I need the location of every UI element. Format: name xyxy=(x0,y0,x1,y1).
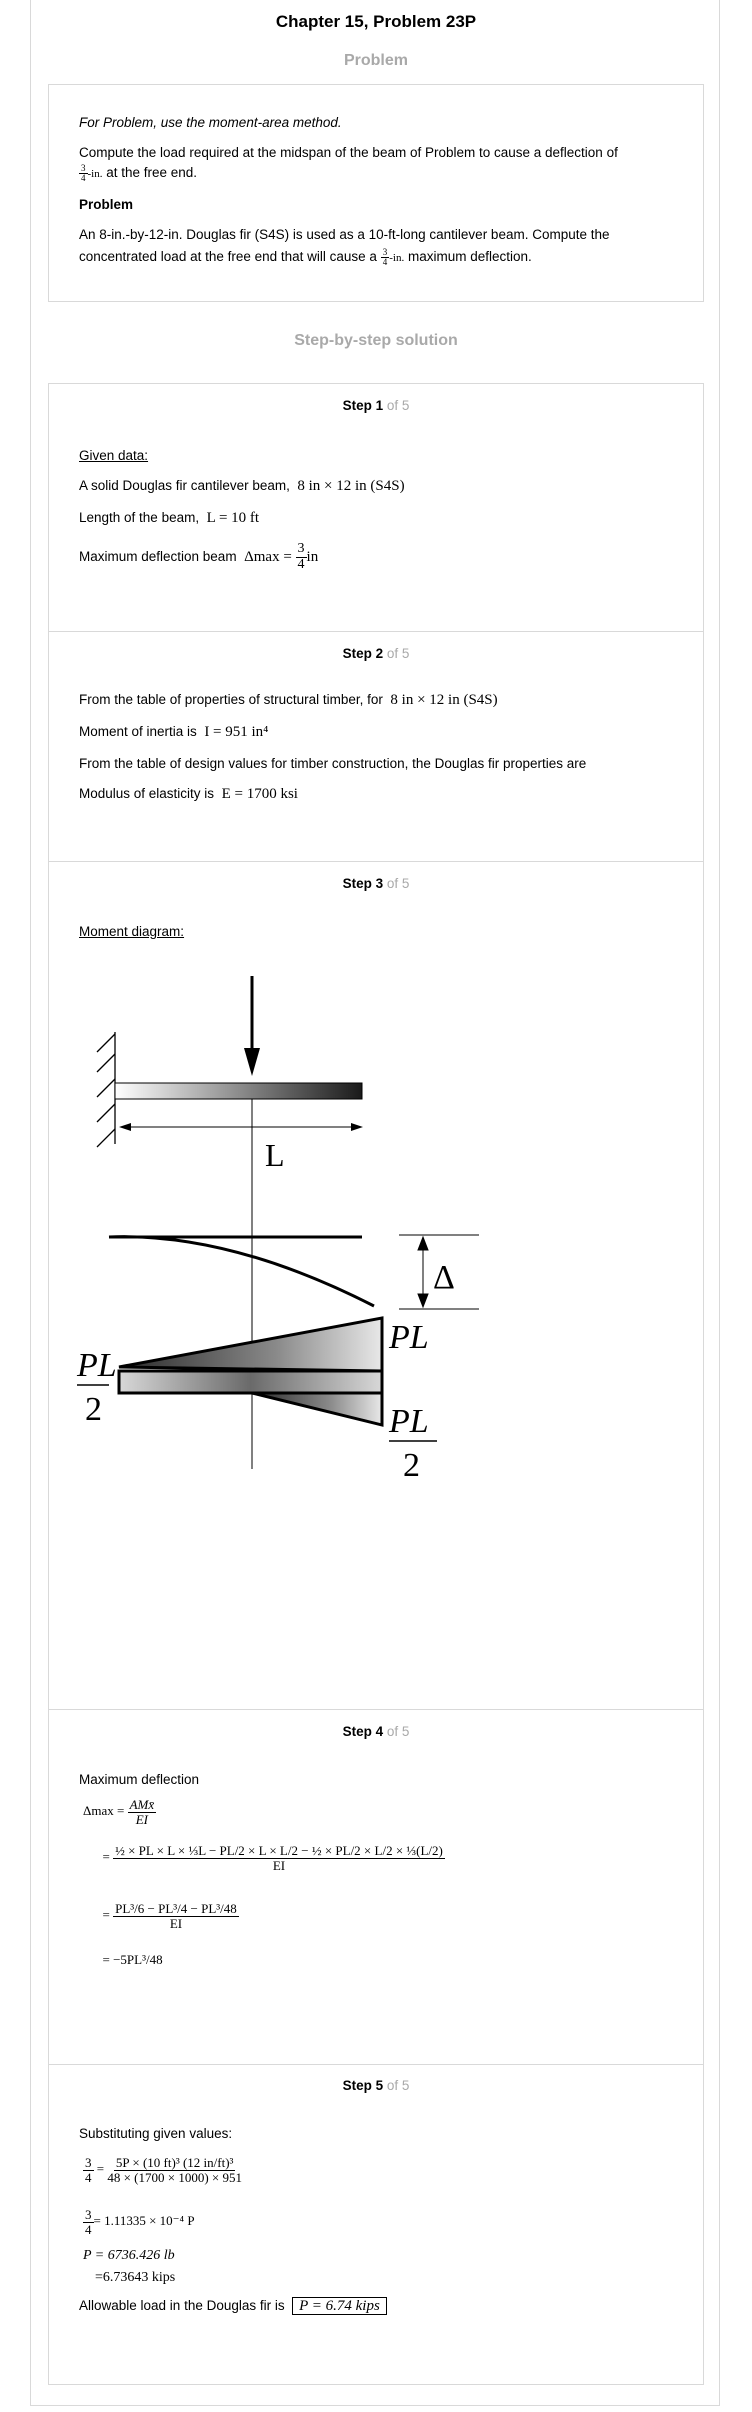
moment-top-label: PL xyxy=(388,1319,429,1356)
problem-text-line2: 3 4 -in. at the free end. xyxy=(79,162,198,183)
step-2-line2: Moment of inertia is I = 951 in⁴ xyxy=(79,724,269,740)
step-4-eq3: = PL³/6 − PL³/4 − PL³/48 EI xyxy=(83,1901,239,1931)
final-answer-line: Allowable load in the Douglas fir is P =… xyxy=(79,2296,387,2316)
moment-rectangle xyxy=(117,1369,384,1395)
step-5-eq3: P = 6736.426 lb xyxy=(83,2248,175,2263)
step-2-heading: Step 2 of 5 xyxy=(342,646,410,661)
deflection-dimension xyxy=(399,1234,479,1310)
problem-text-line1: Compute the load required at the midspan… xyxy=(79,145,618,160)
max-deflection-label: Maximum deflection xyxy=(79,1772,200,1787)
substituting-label: Substituting given values: xyxy=(79,2126,233,2141)
step-1-heading: Step 1 of 5 xyxy=(342,398,410,413)
step-3-heading: Step 3 of 5 xyxy=(342,876,410,891)
point-load-arrow xyxy=(244,976,260,1076)
step-4-eq1: Δmax = AMx̄ EI xyxy=(83,1797,157,1827)
moment-right-num: PL xyxy=(388,1403,429,1440)
problem-heading: Problem xyxy=(343,52,408,69)
final-answer-box: P = 6.74 kips xyxy=(292,2297,387,2315)
step-1-line2: Length of the beam, L = 10 ft xyxy=(79,510,260,526)
moment-right-den: 2 xyxy=(403,1447,420,1484)
length-label: L xyxy=(265,1137,285,1173)
moment-triangle-top xyxy=(118,1316,384,1373)
step-5-eq4: =6.73643 kips xyxy=(95,2270,176,2285)
moment-left-num: PL xyxy=(76,1347,117,1384)
step-5-eq2: 3 4 = 1.11335 × 10⁻⁴ P xyxy=(83,2207,195,2237)
moment-diagram-label: Moment diagram: xyxy=(79,924,185,939)
given-data-label: Given data: xyxy=(79,448,149,463)
step-2-line1: From the table of properties of structur… xyxy=(79,692,498,708)
step-1-line3: Maximum deflection beam Δmax = 3 4 in xyxy=(79,541,319,572)
moment-diagram: L Δ PL PL 2 PL 2 xyxy=(76,976,479,1484)
problem-para2-line2: concentrated load at the free end that w… xyxy=(79,246,532,267)
page-title: Chapter 15, Problem 23P xyxy=(275,12,477,31)
step-2-line3: From the table of design values for timb… xyxy=(79,756,587,771)
problem-box: For Problem, use the moment-area method.… xyxy=(48,84,704,302)
moment-triangle-bottom xyxy=(251,1391,384,1427)
length-dimension xyxy=(119,1123,363,1131)
step-4-heading: Step 4 of 5 xyxy=(342,1724,410,1739)
problem-para2-line1: An 8-in.-by-12-in. Douglas fir (S4S) is … xyxy=(79,227,610,242)
solution-box: Step 1 of 5 Given data: A solid Douglas … xyxy=(48,383,704,2385)
step-5-heading: Step 5 of 5 xyxy=(342,2078,410,2093)
step-2-line4: Modulus of elasticity is E = 1700 ksi xyxy=(79,786,298,802)
step-1-line1: A solid Douglas fir cantilever beam, 8 i… xyxy=(79,478,405,494)
solution-heading: Step-by-step solution xyxy=(294,332,458,349)
moment-left-den: 2 xyxy=(85,1391,102,1428)
step-4-eq4: = −5PL³/48 xyxy=(102,1952,163,1967)
deflected-shape xyxy=(108,1235,375,1308)
deflection-label: Δ xyxy=(433,1259,455,1296)
fixed-support xyxy=(96,1032,116,1148)
problem-subheading: Problem xyxy=(79,197,134,212)
problem-instruction: For Problem, use the moment-area method. xyxy=(79,115,342,130)
page-frame xyxy=(30,0,720,2406)
cantilever-beam xyxy=(114,1082,363,1100)
step-4-eq2: = ½ × PL × L × ⅓L − PL/2 × L × L/2 − ½ ×… xyxy=(83,1843,445,1873)
